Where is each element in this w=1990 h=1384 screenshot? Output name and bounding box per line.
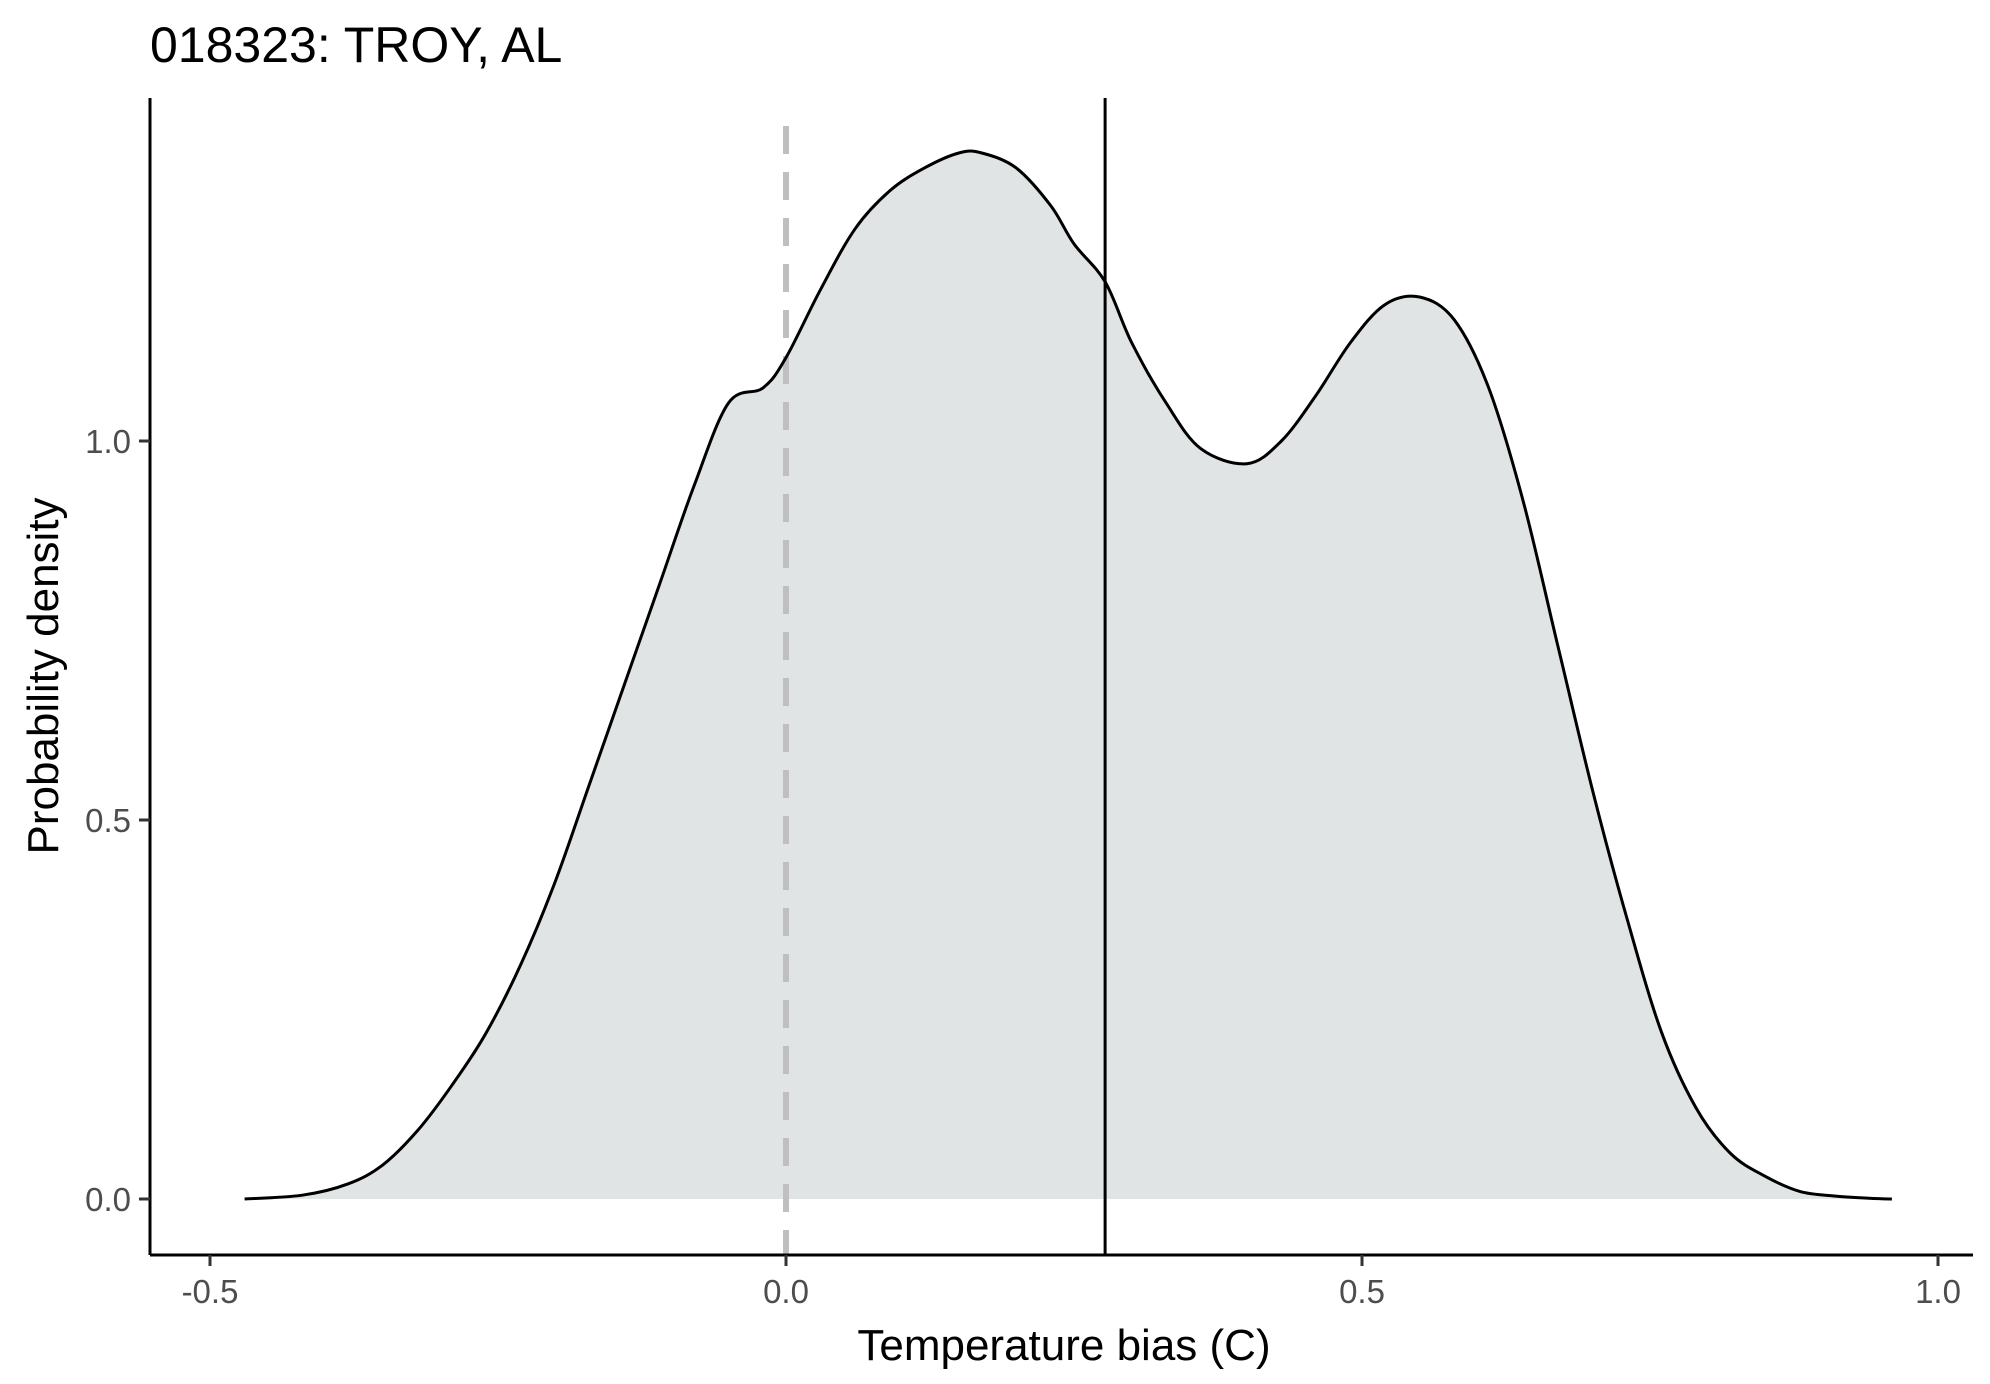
x-axis-ticks: -0.5 0.0 0.5 1.0 [182,1255,1961,1310]
density-area [244,151,1892,1199]
x-tick-label: 0.5 [1339,1273,1385,1310]
plot-area [244,98,1892,1255]
x-tick-label: 1.0 [1915,1273,1961,1310]
x-axis-title: Temperature bias (C) [857,1321,1270,1370]
y-axis-title: Probability density [19,497,68,854]
y-tick-label: 0.5 [85,802,131,839]
y-tick-label: 0.0 [85,1181,131,1218]
x-tick-label: 0.0 [763,1273,809,1310]
x-tick-label: -0.5 [182,1273,239,1310]
chart-title: 018323: TROY, AL [150,17,562,73]
y-axis-ticks: 0.0 0.5 1.0 [85,423,150,1218]
density-curve [244,149,1892,1201]
y-tick-label: 1.0 [85,423,131,460]
